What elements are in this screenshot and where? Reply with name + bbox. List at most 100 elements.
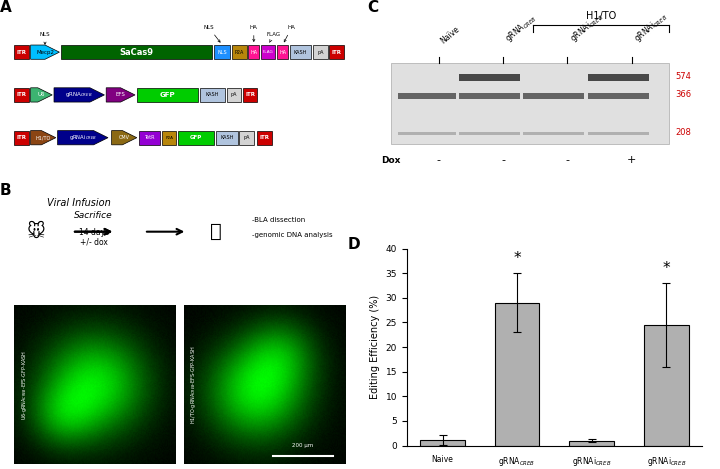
Text: +: + (627, 155, 636, 165)
Text: HA: HA (250, 25, 258, 41)
Text: *: * (662, 261, 670, 276)
Bar (248, 45, 259, 59)
Polygon shape (30, 88, 53, 102)
Text: +/- dox: +/- dox (80, 237, 107, 246)
Text: ITR: ITR (332, 50, 341, 55)
Bar (313, 45, 328, 59)
Text: GFP: GFP (160, 92, 175, 98)
Bar (179, 130, 215, 145)
Text: B: B (0, 183, 12, 198)
Bar (459, 74, 520, 82)
Text: gRNAi$_{CREB}$: gRNAi$_{CREB}$ (69, 133, 96, 142)
Bar (14, 88, 29, 102)
Text: 14 days: 14 days (78, 228, 109, 237)
Bar (459, 132, 520, 136)
Text: ITR: ITR (17, 50, 27, 55)
Text: CMV: CMV (119, 135, 130, 140)
Text: GFP: GFP (190, 135, 202, 140)
Text: ITR: ITR (17, 92, 27, 98)
Bar (14, 130, 29, 145)
Bar (392, 63, 669, 144)
Text: H1/TO: H1/TO (35, 135, 51, 140)
Text: -BLA dissection: -BLA dissection (252, 218, 305, 223)
Bar (232, 45, 246, 59)
Text: A: A (0, 0, 12, 15)
Bar (523, 132, 584, 136)
Text: SaCas9: SaCas9 (120, 48, 154, 57)
Text: TetR: TetR (144, 135, 155, 140)
Text: 🐭: 🐭 (27, 223, 45, 241)
Polygon shape (54, 88, 104, 102)
Text: D: D (348, 237, 361, 252)
Text: 574: 574 (675, 72, 691, 82)
Text: Sacrifice: Sacrifice (74, 212, 113, 220)
Text: 200 μm: 200 μm (292, 443, 313, 448)
Text: P2A: P2A (165, 136, 174, 140)
Bar (215, 45, 230, 59)
Bar (227, 88, 241, 102)
Bar (14, 45, 29, 59)
Text: -: - (437, 155, 441, 165)
Text: Naïve: Naïve (438, 24, 462, 45)
Text: ITR: ITR (246, 92, 255, 98)
Text: *: * (513, 251, 521, 266)
Polygon shape (30, 130, 56, 145)
Bar (588, 132, 649, 136)
Bar (61, 45, 212, 59)
Bar (138, 130, 160, 145)
Text: Mecp2: Mecp2 (36, 50, 54, 55)
Text: Dox: Dox (381, 156, 400, 165)
Bar (523, 93, 584, 99)
Text: KASH: KASH (294, 50, 307, 55)
Bar (398, 132, 456, 136)
Text: NLS: NLS (217, 50, 227, 55)
Text: U6: U6 (37, 92, 45, 98)
Text: -: - (501, 155, 505, 165)
Text: H1/TO-gRNA$_{CREB}$-EFS-GFP-KASH: H1/TO-gRNA$_{CREB}$-EFS-GFP-KASH (189, 345, 198, 424)
Bar (261, 45, 275, 59)
Text: C: C (368, 0, 379, 15)
Text: gRNA$_{CREB}$: gRNA$_{CREB}$ (503, 11, 540, 45)
Polygon shape (112, 130, 137, 145)
Polygon shape (58, 130, 108, 145)
Bar (398, 93, 456, 99)
Text: -genomic DNA analysis: -genomic DNA analysis (252, 232, 333, 238)
Text: KASH: KASH (220, 135, 233, 140)
Text: ITR: ITR (17, 135, 27, 140)
Bar (162, 130, 176, 145)
Bar (459, 93, 520, 99)
Text: FLAG: FLAG (266, 32, 281, 42)
Text: Viral Infusion: Viral Infusion (48, 198, 111, 208)
Bar (495, 303, 539, 446)
Text: P2A: P2A (235, 50, 244, 55)
Text: HA: HA (284, 25, 295, 42)
Text: NLS: NLS (40, 32, 50, 44)
Bar (199, 88, 225, 102)
Bar (588, 74, 649, 82)
Text: pA: pA (243, 135, 250, 140)
Bar (588, 93, 649, 99)
Text: FLAG: FLAG (263, 50, 274, 54)
Bar (420, 439, 465, 446)
Text: -: - (565, 155, 570, 165)
Text: 🧠: 🧠 (210, 222, 222, 241)
Y-axis label: Editing Efficiency (%): Editing Efficiency (%) (370, 295, 380, 399)
Text: H1/TO: H1/TO (586, 11, 616, 21)
Text: HA: HA (279, 50, 286, 55)
Text: ITR: ITR (260, 135, 269, 140)
Bar (644, 325, 688, 446)
Text: 366: 366 (675, 91, 692, 99)
Text: gRNA$_{CREB}$: gRNA$_{CREB}$ (66, 91, 93, 99)
Text: U6-gRNA$_{CREB}$-EFS-GFP-KASH: U6-gRNA$_{CREB}$-EFS-GFP-KASH (19, 349, 29, 420)
Text: HA: HA (251, 50, 257, 55)
Text: EFS: EFS (116, 92, 125, 98)
Bar (239, 130, 254, 145)
Text: pA: pA (230, 92, 238, 98)
Bar (137, 88, 198, 102)
Bar (216, 130, 238, 145)
Text: KASH: KASH (206, 92, 219, 98)
Text: NLS: NLS (204, 25, 220, 42)
Text: gRNAi$_{CREB}$: gRNAi$_{CREB}$ (631, 10, 670, 45)
Text: 208: 208 (675, 128, 691, 136)
Bar (570, 441, 614, 446)
